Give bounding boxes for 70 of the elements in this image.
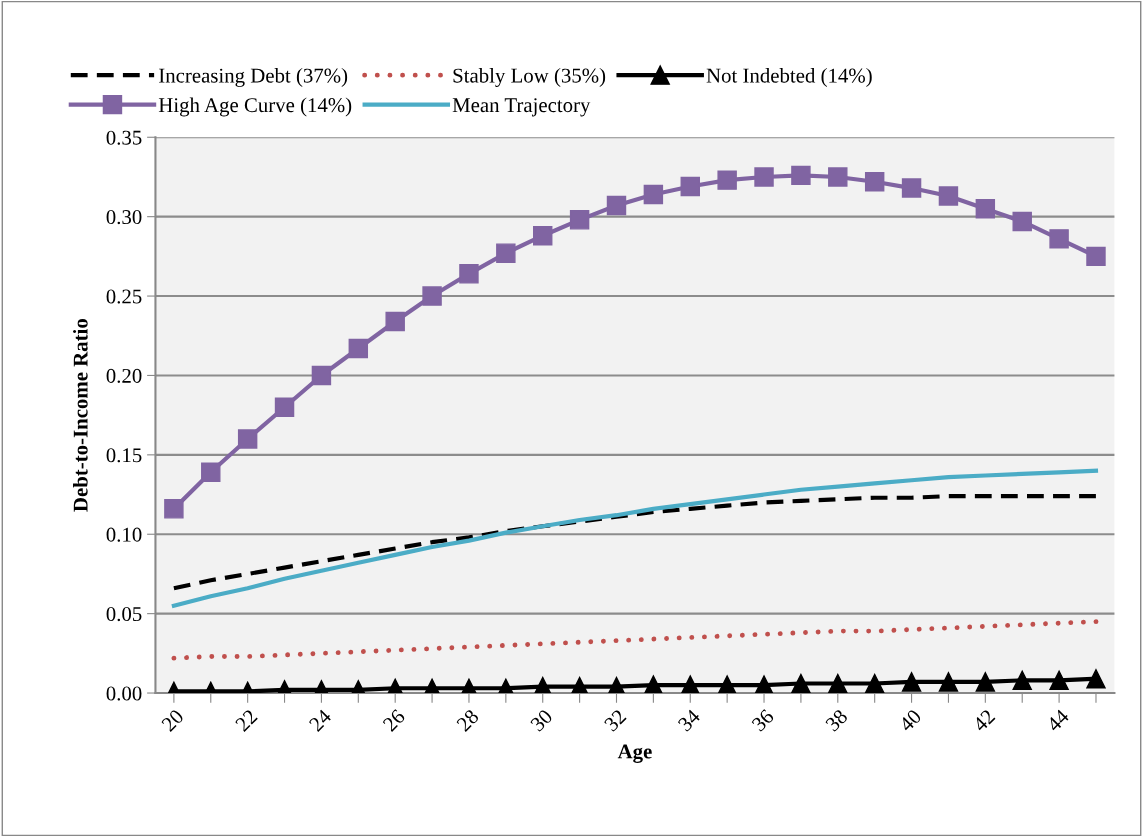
- x-tick-label: 30: [529, 708, 554, 733]
- x-tick-label: 34: [677, 708, 702, 733]
- x-tick-label: 40: [898, 708, 923, 733]
- point: [164, 499, 184, 519]
- point: [422, 286, 442, 306]
- point: [201, 462, 221, 483]
- point: [1049, 229, 1069, 249]
- x-tick-label: 26: [382, 708, 406, 733]
- point: [828, 673, 848, 694]
- x-tick-label: 38: [824, 708, 849, 733]
- point: [975, 672, 996, 692]
- point: [864, 673, 885, 694]
- point: [643, 184, 664, 205]
- point: [459, 264, 479, 284]
- legend-label: Stably Low (35%): [453, 67, 606, 87]
- point: [1049, 670, 1069, 691]
- y-tick-label: 0.05: [106, 607, 142, 622]
- point: [754, 675, 774, 694]
- y-axis-title: Debt-to-Income Ratio: [73, 319, 88, 512]
- legend-label: Mean Trajectory: [452, 98, 591, 117]
- x-tick-label: 22: [234, 708, 258, 732]
- point: [1012, 670, 1032, 691]
- point: [274, 397, 295, 417]
- point: [496, 243, 516, 263]
- legend-label: Not Indebted (14%): [706, 67, 872, 87]
- point: [680, 176, 700, 197]
- legend-label: Increasing Debt (37%): [159, 67, 348, 87]
- x-tick-label: 36: [751, 708, 775, 733]
- point: [717, 675, 737, 694]
- y-tick-label: 0.00: [106, 686, 142, 701]
- point: [643, 675, 664, 694]
- point: [237, 429, 258, 449]
- point: [828, 167, 848, 187]
- y-tick-label: 0.30: [106, 210, 142, 225]
- line-series: [171, 468, 1099, 608]
- x-tick-label: 42: [972, 708, 996, 733]
- point: [1012, 211, 1032, 232]
- point: [1086, 669, 1106, 689]
- point: [754, 167, 774, 187]
- point: [606, 195, 627, 216]
- point: [791, 165, 811, 186]
- y-tick-label: 0.20: [106, 368, 142, 383]
- x-tick-label: 44: [1045, 708, 1070, 733]
- point: [717, 170, 737, 190]
- legend-label: High Age Curve (14%): [158, 97, 352, 117]
- point: [901, 672, 922, 692]
- point: [385, 311, 405, 332]
- point: [1086, 246, 1106, 267]
- point: [569, 210, 590, 230]
- point: [938, 672, 959, 692]
- point: [311, 365, 332, 386]
- x-tick-label: 32: [603, 708, 627, 733]
- point: [864, 172, 885, 192]
- line-series: [171, 494, 1099, 591]
- point: [975, 199, 996, 219]
- x-tick-label: 24: [308, 708, 333, 732]
- point: [533, 225, 553, 246]
- line-series: [171, 619, 1099, 661]
- y-tick-label: 0.15: [106, 448, 142, 463]
- y-tick-label: 0.10: [106, 527, 142, 542]
- point: [791, 673, 811, 694]
- point: [348, 338, 369, 359]
- point: [901, 178, 922, 198]
- y-tick-label: 0.35: [106, 130, 142, 145]
- point: [938, 186, 959, 206]
- x-tick-label: 20: [160, 708, 185, 733]
- x-axis-title: Age: [617, 744, 652, 763]
- x-tick-label: 28: [455, 708, 480, 733]
- point: [680, 675, 700, 694]
- y-tick-label: 0.25: [106, 289, 142, 304]
